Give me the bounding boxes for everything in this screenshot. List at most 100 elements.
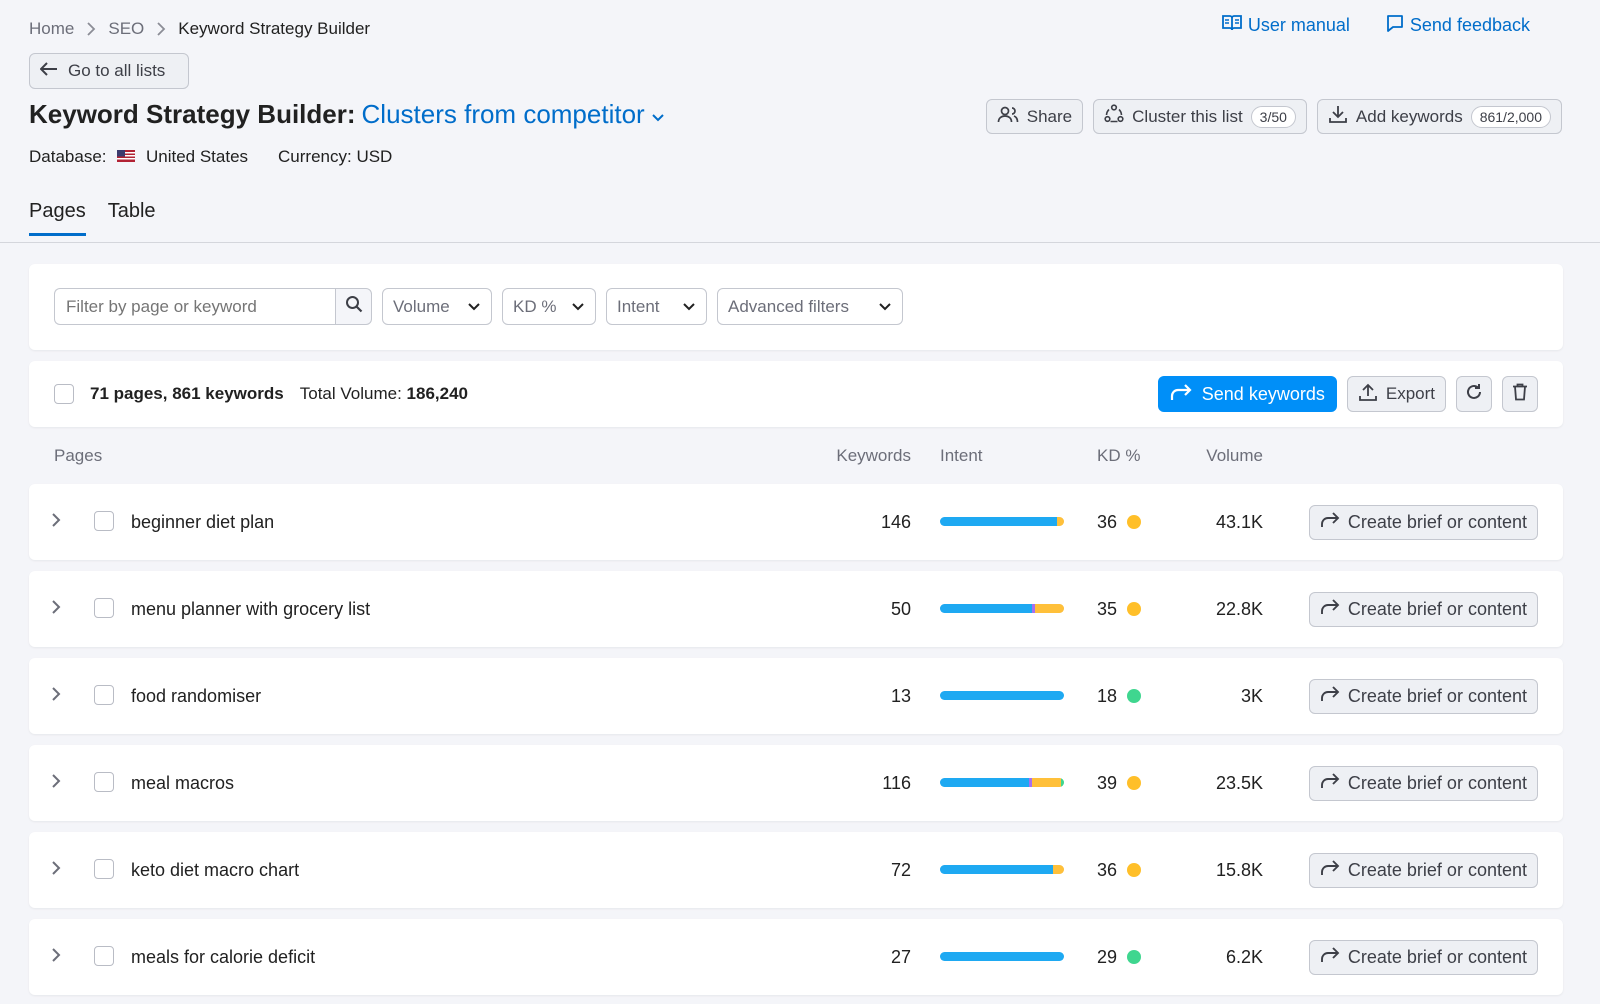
export-button[interactable]: Export [1346, 376, 1446, 412]
intent-segment [940, 604, 1032, 613]
page-title: Keyword Strategy Builder: Clusters from … [29, 99, 665, 130]
cluster-this-list-button[interactable]: Cluster this list 3/50 [1093, 99, 1307, 134]
chevron-right-icon[interactable] [51, 947, 61, 968]
add-keywords-button[interactable]: Add keywords 861/2,000 [1316, 99, 1562, 134]
keyword-count[interactable]: 72 [890, 859, 911, 880]
chevron-right-icon[interactable] [51, 599, 61, 620]
tab-table[interactable]: Table [107, 200, 156, 222]
volume-value: 23.5K [1215, 772, 1263, 793]
page-name[interactable]: beginner diet plan [131, 511, 275, 532]
keyword-count[interactable]: 146 [880, 511, 911, 532]
col-intent[interactable]: Intent [940, 446, 983, 465]
send-feedback-link[interactable]: Send feedback [1386, 14, 1530, 37]
kd-value: 18 [1097, 658, 1142, 734]
list-meta: Database: United States Currency: USD [29, 147, 392, 167]
tab-pages[interactable]: Pages [29, 200, 86, 236]
select-all-checkbox[interactable] [54, 384, 74, 404]
comment-icon [1386, 14, 1404, 37]
kd-dot-icon [1127, 515, 1142, 529]
chevron-right-icon[interactable] [51, 773, 61, 794]
arrow-left-icon [39, 61, 58, 81]
page-name[interactable]: food randomiser [131, 685, 262, 706]
kd-number: 36 [1097, 511, 1118, 532]
row-checkbox[interactable] [94, 511, 114, 531]
col-volume[interactable]: Volume [1206, 446, 1263, 465]
chevron-right-icon[interactable] [51, 512, 61, 533]
page-name[interactable]: menu planner with grocery list [131, 598, 371, 619]
users-icon [997, 105, 1019, 128]
table-row: beginner diet plan 146 36 43.1K Create b… [29, 484, 1563, 560]
col-keywords[interactable]: Keywords [836, 446, 911, 465]
create-brief-button[interactable]: Create brief or content [1308, 853, 1538, 888]
keyword-count[interactable]: 13 [890, 685, 911, 706]
keyword-count[interactable]: 50 [890, 598, 911, 619]
share-button[interactable]: Share [985, 99, 1084, 134]
intent-segment [940, 778, 1030, 787]
list-name-dropdown[interactable]: Clusters from competitor [361, 99, 645, 129]
kd-number: 18 [1097, 685, 1118, 706]
search-button[interactable] [335, 288, 372, 325]
row-checkbox[interactable] [94, 859, 114, 879]
intent-bar [940, 517, 1064, 526]
row-checkbox[interactable] [94, 598, 114, 618]
create-brief-label: Create brief or content [1347, 599, 1527, 619]
share-arrow-icon [1320, 512, 1340, 533]
keyword-count[interactable]: 116 [882, 772, 911, 793]
delete-button[interactable] [1502, 376, 1538, 412]
cluster-count-badge: 3/50 [1250, 105, 1296, 128]
page-name[interactable]: keto diet macro chart [131, 859, 300, 880]
col-kd[interactable]: KD % [1097, 446, 1141, 465]
create-brief-button[interactable]: Create brief or content [1308, 940, 1538, 975]
row-checkbox[interactable] [94, 946, 114, 966]
kd-number: 39 [1097, 772, 1118, 793]
share-arrow-icon [1320, 947, 1340, 968]
view-tabs: Pages Table [29, 200, 156, 236]
create-brief-button[interactable]: Create brief or content [1308, 592, 1538, 627]
refresh-icon [1465, 383, 1483, 406]
breadcrumb: Home SEO Keyword Strategy Builder [29, 17, 370, 41]
col-pages[interactable]: Pages [54, 446, 103, 465]
intent-segment [1029, 778, 1032, 787]
row-checkbox[interactable] [94, 772, 114, 792]
send-keywords-button[interactable]: Send keywords [1157, 376, 1337, 412]
breadcrumb-seo[interactable]: SEO [108, 19, 145, 38]
add-keywords-label: Add keywords [1355, 106, 1463, 126]
kd-dot-icon [1127, 950, 1142, 964]
create-brief-button[interactable]: Create brief or content [1308, 505, 1538, 540]
row-checkbox[interactable] [94, 685, 114, 705]
create-brief-label: Create brief or content [1347, 512, 1527, 532]
create-brief-button[interactable]: Create brief or content [1308, 766, 1538, 801]
chevron-right-icon [156, 22, 166, 36]
intent-segment [1061, 778, 1064, 787]
top-links: User manual Send feedback [1221, 14, 1530, 37]
advanced-filters[interactable]: Advanced filters [717, 288, 903, 325]
chevron-right-icon[interactable] [51, 686, 61, 707]
chevron-down-icon[interactable] [651, 99, 665, 130]
search-input[interactable] [54, 288, 335, 325]
kd-value: 39 [1097, 745, 1142, 821]
create-brief-label: Create brief or content [1347, 947, 1527, 967]
page-name[interactable]: meal macros [131, 772, 235, 793]
intent-filter-label: Intent [617, 296, 660, 316]
table-row: food randomiser 13 18 3K Create brief or… [29, 658, 1563, 734]
kd-filter[interactable]: KD % [502, 288, 596, 325]
intent-bar [940, 691, 1064, 700]
share-label: Share [1026, 106, 1073, 126]
database-info: Database: United States [29, 147, 248, 167]
intent-segment [1031, 604, 1036, 613]
breadcrumb-home[interactable]: Home [29, 19, 75, 38]
volume-filter[interactable]: Volume [382, 288, 492, 325]
chevron-right-icon[interactable] [51, 860, 61, 881]
search-group [54, 288, 372, 325]
go-to-all-lists-button[interactable]: Go to all lists [29, 53, 189, 89]
keyword-count[interactable]: 27 [890, 946, 911, 967]
intent-bar [940, 952, 1064, 961]
intent-segment [940, 691, 1064, 700]
intent-filter[interactable]: Intent [606, 288, 707, 325]
page-name[interactable]: meals for calorie deficit [131, 946, 316, 967]
kd-filter-label: KD % [513, 296, 557, 316]
user-manual-link[interactable]: User manual [1221, 14, 1350, 37]
send-keywords-label: Send keywords [1201, 383, 1325, 404]
create-brief-button[interactable]: Create brief or content [1308, 679, 1538, 714]
refresh-button[interactable] [1456, 376, 1492, 412]
